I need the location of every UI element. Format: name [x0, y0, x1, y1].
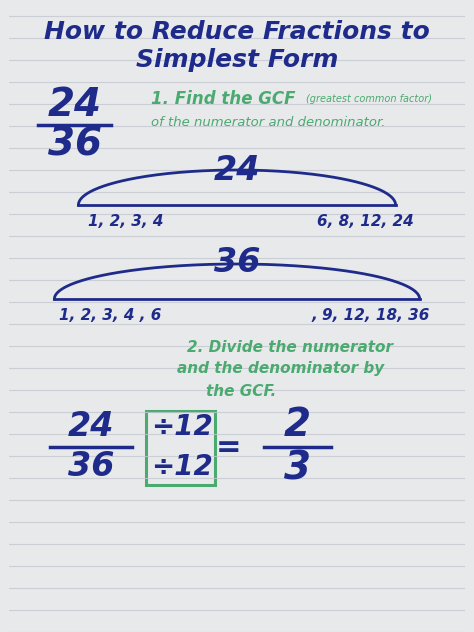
Text: 36: 36: [214, 245, 260, 279]
Text: 36: 36: [47, 126, 101, 164]
Text: of the numerator and denominator.: of the numerator and denominator.: [152, 116, 386, 130]
Text: (greatest common factor): (greatest common factor): [306, 94, 432, 104]
Text: 24: 24: [68, 411, 114, 444]
Text: 1. Find the GCF: 1. Find the GCF: [152, 90, 296, 108]
Text: =: =: [216, 432, 241, 461]
Text: How to Reduce Fractions to: How to Reduce Fractions to: [44, 20, 430, 44]
Text: 1, 2, 3, 4: 1, 2, 3, 4: [88, 214, 164, 229]
Text: 2: 2: [284, 406, 311, 444]
Text: 24: 24: [214, 154, 260, 186]
Text: 6, 8, 12, 24: 6, 8, 12, 24: [317, 214, 413, 229]
Text: ÷12: ÷12: [152, 413, 213, 441]
Text: 24: 24: [47, 86, 101, 124]
Text: 1, 2, 3, 4 , 6: 1, 2, 3, 4 , 6: [59, 308, 162, 324]
Text: , 9, 12, 18, 36: , 9, 12, 18, 36: [312, 308, 430, 324]
Text: 36: 36: [68, 451, 114, 483]
Text: 3: 3: [284, 450, 311, 488]
Text: and the denominator by: and the denominator by: [177, 362, 385, 377]
Text: Simplest Form: Simplest Form: [136, 48, 338, 72]
Text: the GCF.: the GCF.: [206, 384, 276, 399]
Text: 2. Divide the numerator: 2. Divide the numerator: [187, 339, 393, 355]
Text: ÷12: ÷12: [152, 453, 213, 481]
